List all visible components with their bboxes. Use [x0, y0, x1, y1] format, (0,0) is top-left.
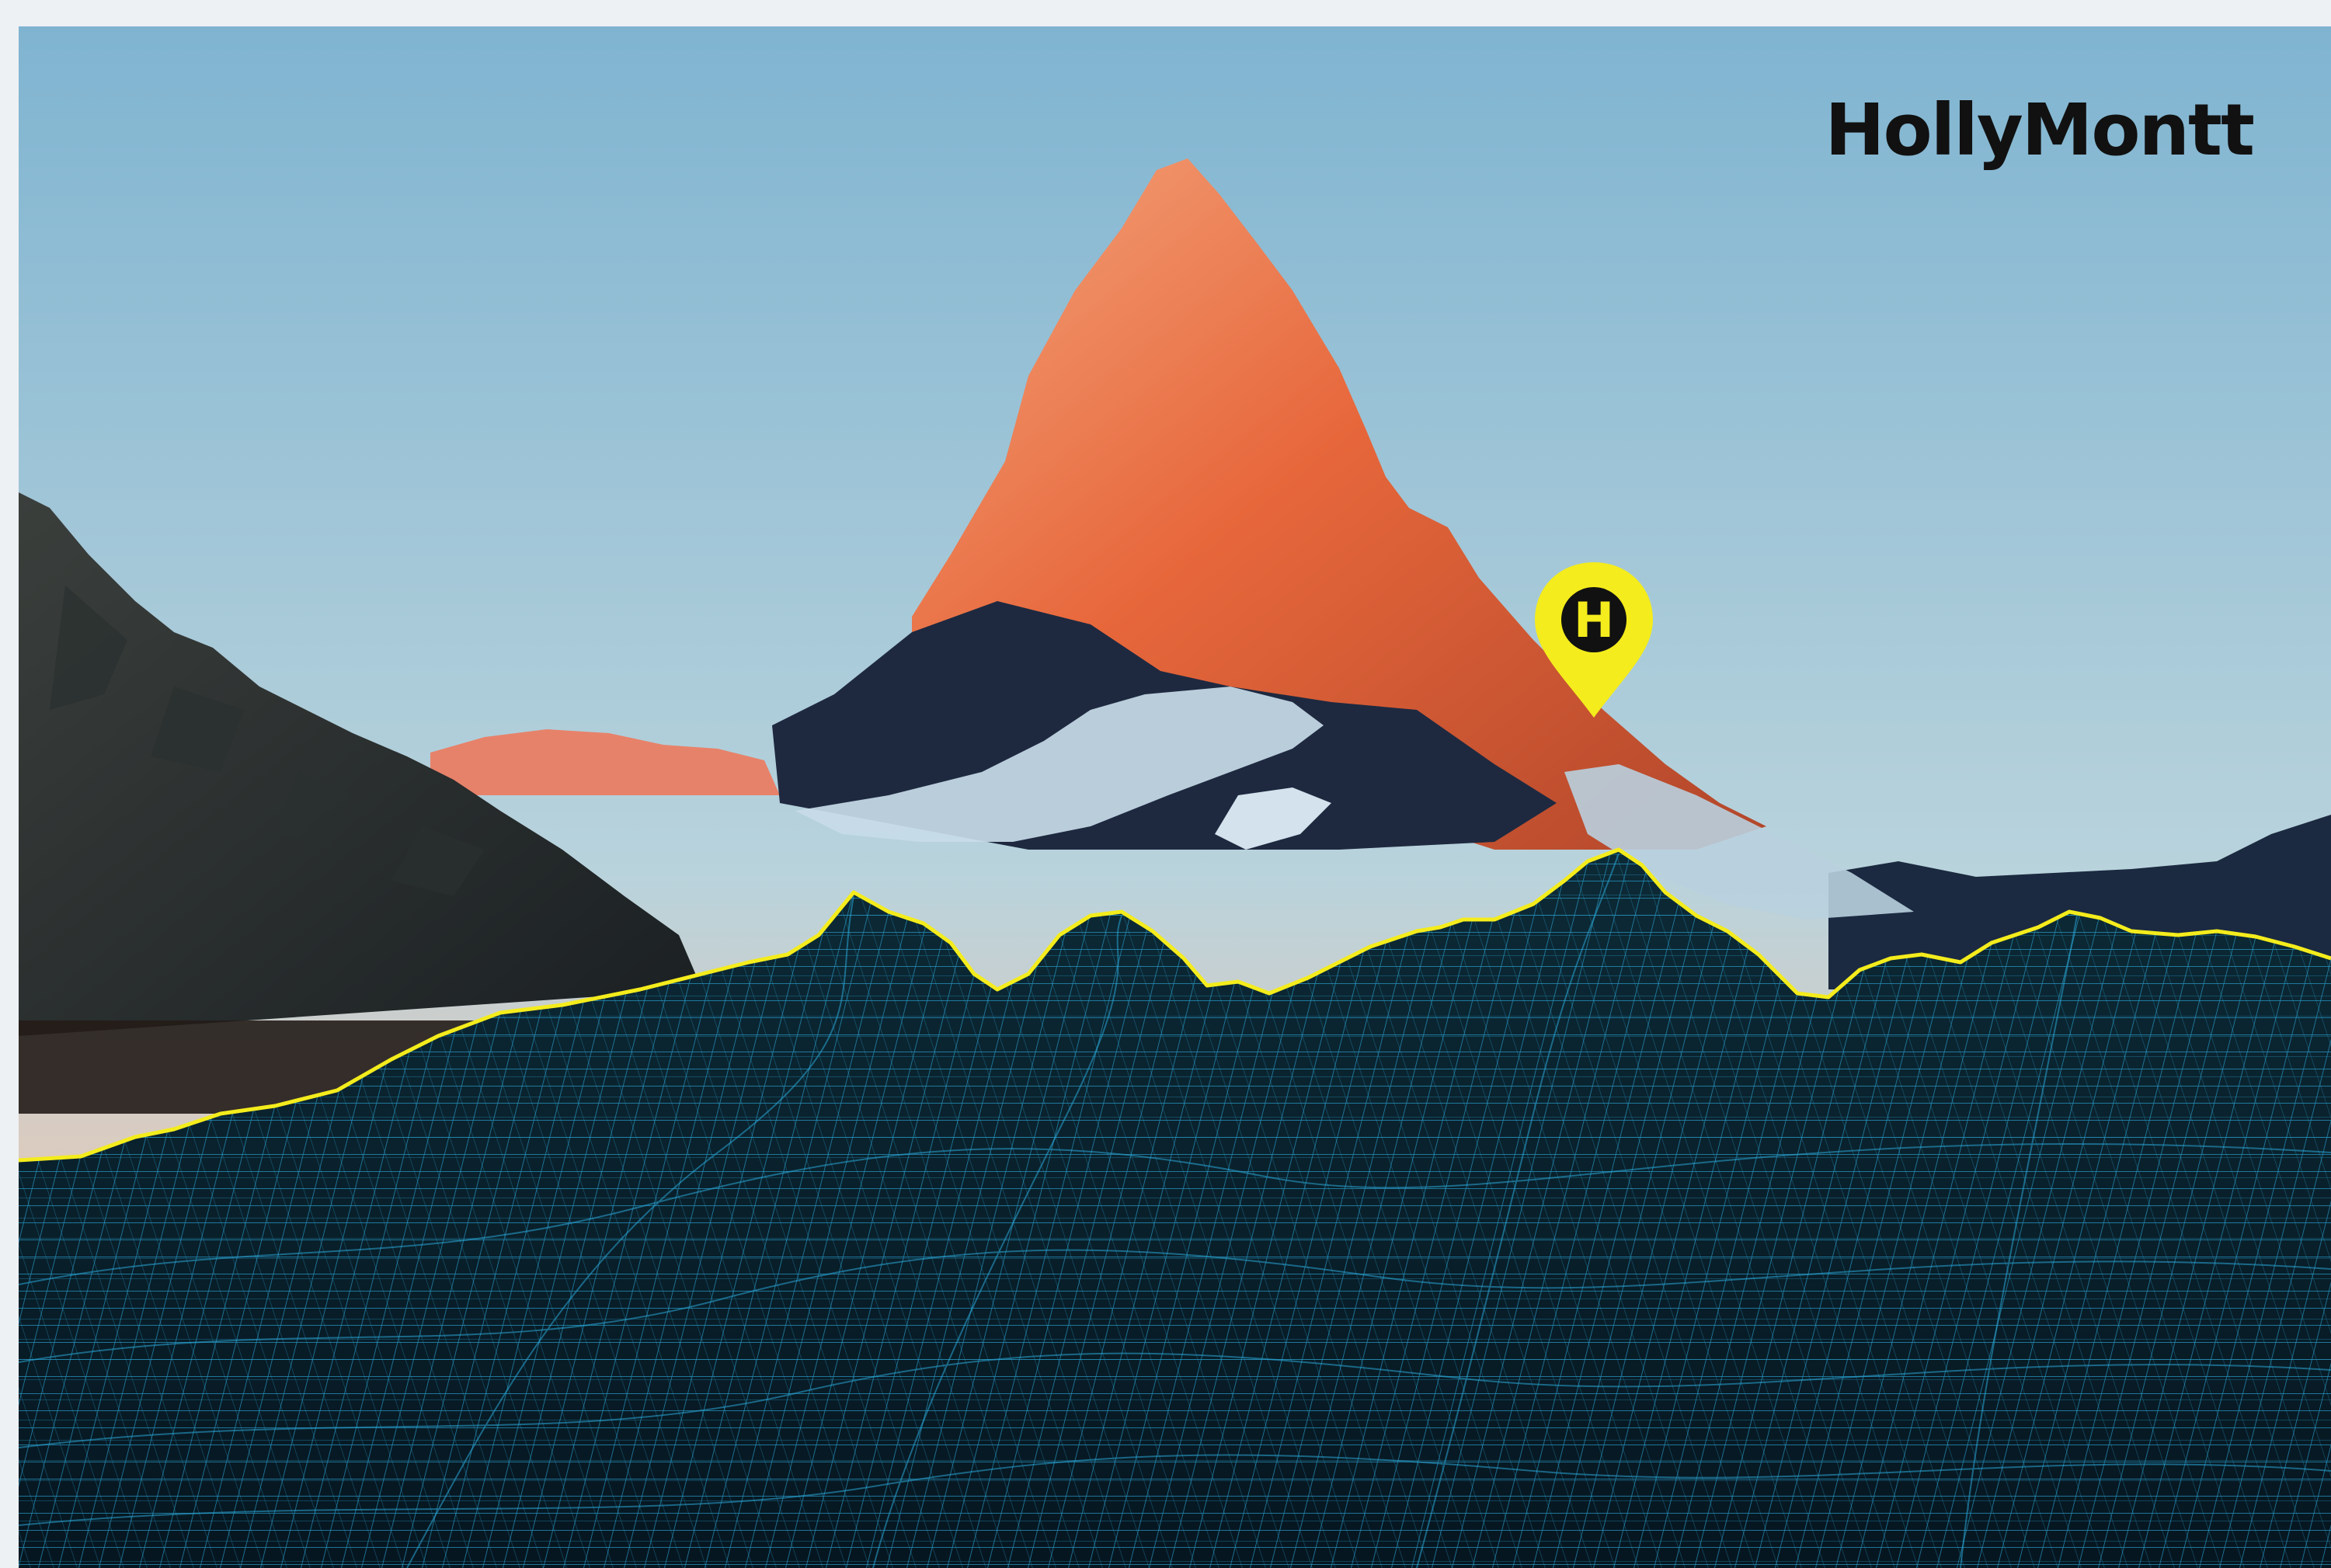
brand-logo: HollyMontt: [1825, 89, 2255, 172]
left-rock-mountain: [19, 492, 702, 1036]
photo-frame: H HollyMontt: [19, 26, 2331, 1568]
pin-letter: H: [1574, 592, 1614, 648]
snow-field-right: [1564, 764, 1914, 920]
map-pin-icon[interactable]: H: [1535, 562, 1653, 718]
mountain-scene: H: [19, 26, 2331, 1568]
snow-field: [795, 687, 1324, 842]
distant-ridge: [430, 729, 780, 795]
ridge-line: [19, 847, 2331, 1163]
terrain-contours: [19, 853, 2331, 1568]
left-rock-texture: [50, 586, 485, 896]
snow-patch: [1215, 787, 1331, 850]
